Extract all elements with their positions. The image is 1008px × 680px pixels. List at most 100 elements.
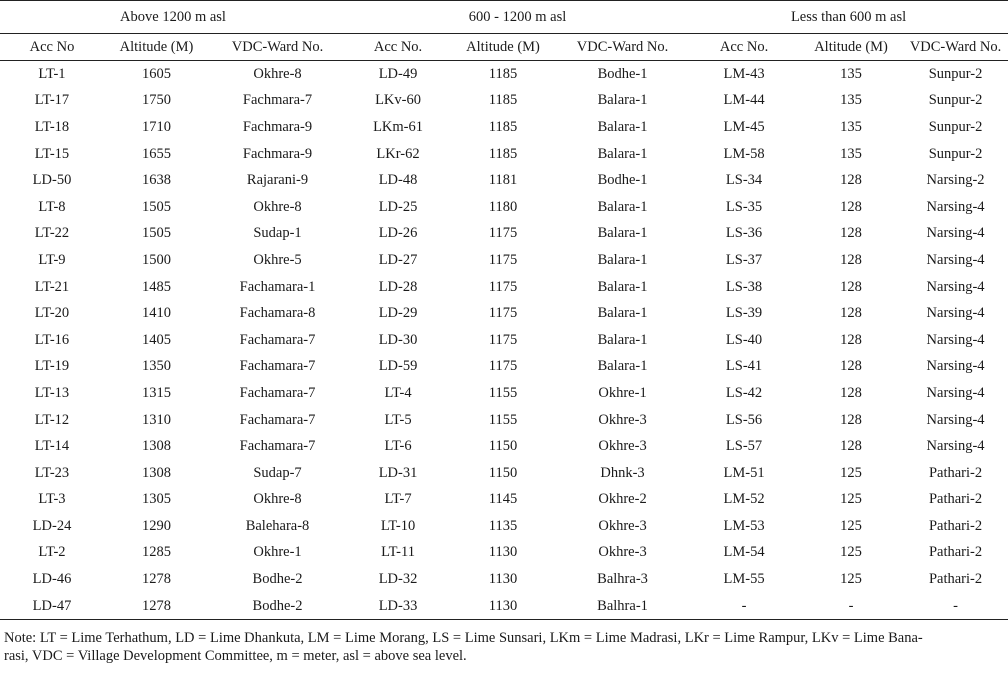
table-row: LT-20 1410 Fachamara-8 LD-29 1175 Balara-1 LS-… xyxy=(0,300,1008,327)
table-cell: 1505 xyxy=(142,198,171,215)
table-cell: LD-32 xyxy=(378,571,418,588)
table-cell: Fachmara-9 xyxy=(242,118,313,135)
table-cell: 1185 xyxy=(488,145,518,162)
table-row: LT-21 1485 Fachamara-1 LD-28 1175 Balara-1 LS-… xyxy=(0,274,1008,301)
table-cell: Bodhe-1 xyxy=(597,65,648,82)
table-cell: 1305 xyxy=(142,491,171,508)
table-cell: LD-59 xyxy=(378,358,418,375)
table-cell: 1175 xyxy=(488,278,518,295)
table-cell: LT-10 xyxy=(380,517,416,534)
table-note-line: rasi, VDC = Village Development Committe… xyxy=(4,648,467,665)
table-row: LT-8 1505 Okhre-8 LD-25 1180 Balara-1 LS-35 128… xyxy=(0,194,1008,221)
table-cell: LS-56 xyxy=(725,411,763,428)
table-cell: Okhre-8 xyxy=(253,491,302,508)
table-cell: 1175 xyxy=(488,225,518,242)
table-row: LT-3 1305 Okhre-8 LT-7 1145 Okhre-2 LM-52 125 Pa… xyxy=(0,487,1008,514)
table-cell: LT-17 xyxy=(34,92,70,109)
table-cell: Okhre-3 xyxy=(598,544,647,561)
table-cell: LT-20 xyxy=(34,305,70,322)
table-cell: LS-34 xyxy=(725,172,763,189)
table-cell: Fachamara-7 xyxy=(239,384,316,401)
table-row: LT-13 1315 Fachamara-7 LT-4 1155 Okhre-1 LS-42… xyxy=(0,380,1008,407)
table-cell: 128 xyxy=(840,305,862,322)
table-cell: LT-16 xyxy=(34,331,70,348)
table-cell: Balhra-1 xyxy=(556,592,690,621)
table-cell: Pathari-2 xyxy=(928,517,983,534)
table-cell: 1180 xyxy=(488,198,518,215)
table-cell: LD-27 xyxy=(378,251,418,268)
column-header: Altitude (M) xyxy=(799,33,904,61)
table-cell: Sudap-1 xyxy=(253,225,302,242)
table-cell: LD-26 xyxy=(378,225,418,242)
table-cell: LM-51 xyxy=(723,464,765,481)
table-cell: 1655 xyxy=(142,145,171,162)
table-row: LT-12 1310 Fachamara-7 LT-5 1155 Okhre-3 LS-56… xyxy=(0,407,1008,434)
table-cell: 1175 xyxy=(488,358,518,375)
table-cell: LD-47 xyxy=(0,592,104,621)
table-cell: LT-15 xyxy=(34,145,70,162)
table-cell: LM-45 xyxy=(723,118,765,135)
table-row: LT-15 1655 Fachmara-9 LKr-62 1185 Balara-1 LM-… xyxy=(0,141,1008,168)
table-cell: - xyxy=(903,592,1008,621)
table-body: LT-1 1605 Okhre-8 LD-49 1185 Bodhe-1 LM-43 135 S… xyxy=(0,61,1008,621)
table-cell: Balara-1 xyxy=(597,278,648,295)
table-cell: LS-38 xyxy=(725,278,763,295)
table-cell: 1175 xyxy=(488,251,518,268)
table-cell: Okhre-3 xyxy=(598,411,647,428)
table-cell: Narsing-4 xyxy=(926,411,985,428)
table-cell: 1315 xyxy=(142,384,171,401)
table-cell: LT-2 xyxy=(38,544,66,561)
table-cell: Rajarani-9 xyxy=(246,172,309,189)
table-cell: Balara-1 xyxy=(597,305,648,322)
table-cell: LM-54 xyxy=(723,544,765,561)
group-header-below-600: Less than 600 m asl xyxy=(689,0,1008,34)
table-cell: LT-11 xyxy=(381,544,415,561)
table-cell: 1150 xyxy=(488,464,518,481)
table-note: Note: LT = Lime Terhathum, LD = Lime Dha… xyxy=(0,620,1008,665)
table-cell: LKv-60 xyxy=(375,92,421,109)
table-cell: LS-41 xyxy=(725,358,763,375)
table-row: LD-50 1638 Rajarani-9 LD-48 1181 Bodhe-1 LS-34… xyxy=(0,167,1008,194)
table-cell: LS-35 xyxy=(725,198,763,215)
table-row: LT-18 1710 Fachmara-9 LKm-61 1185 Balara-1 LM-… xyxy=(0,114,1008,141)
table-cell: Balara-1 xyxy=(597,198,648,215)
table-cell: 128 xyxy=(840,251,862,268)
table-cell: Narsing-4 xyxy=(926,305,985,322)
table-cell: 1405 xyxy=(142,331,171,348)
table-cell: 1155 xyxy=(488,384,518,401)
table-cell: Narsing-4 xyxy=(926,278,985,295)
column-header: VDC-Ward No. xyxy=(556,33,690,61)
table-cell: 128 xyxy=(840,411,862,428)
table-cell: LT-4 xyxy=(384,384,412,401)
table-cell: 1308 xyxy=(142,438,171,455)
table-cell: 128 xyxy=(840,198,862,215)
table-cell: LS-42 xyxy=(725,384,763,401)
table-cell: Fachamara-1 xyxy=(239,278,316,295)
table-cell: 1500 xyxy=(142,251,171,268)
table-cell: LS-57 xyxy=(725,438,763,455)
table-cell: Narsing-4 xyxy=(926,358,985,375)
table-cell: Pathari-2 xyxy=(928,544,983,561)
table-cell: 1130 xyxy=(488,571,518,588)
table-cell: LS-40 xyxy=(725,331,763,348)
table-cell: Fachmara-7 xyxy=(242,92,313,109)
table-cell: 1710 xyxy=(142,118,171,135)
table-cell: LT-13 xyxy=(34,384,70,401)
table-cell: Narsing-4 xyxy=(926,251,985,268)
table-cell: Dhnk-3 xyxy=(600,464,645,481)
table-cell: Balara-1 xyxy=(597,92,648,109)
column-header: VDC-Ward No. xyxy=(903,33,1008,61)
table-cell: LD-33 xyxy=(346,592,451,621)
table-cell: 1605 xyxy=(142,65,171,82)
table-cell: 128 xyxy=(840,278,862,295)
table-cell: 125 xyxy=(840,517,862,534)
table-cell: 1278 xyxy=(104,592,209,621)
table-cell: LS-36 xyxy=(725,225,763,242)
table-cell: LD-49 xyxy=(378,65,418,82)
table-cell: 1185 xyxy=(488,65,518,82)
table-cell: Bodhe-2 xyxy=(252,571,303,588)
table-cell: Balara-1 xyxy=(597,118,648,135)
column-header: Altitude (M) xyxy=(450,33,557,61)
table-cell: LM-55 xyxy=(723,571,765,588)
table-cell: Fachamara-8 xyxy=(239,305,316,322)
